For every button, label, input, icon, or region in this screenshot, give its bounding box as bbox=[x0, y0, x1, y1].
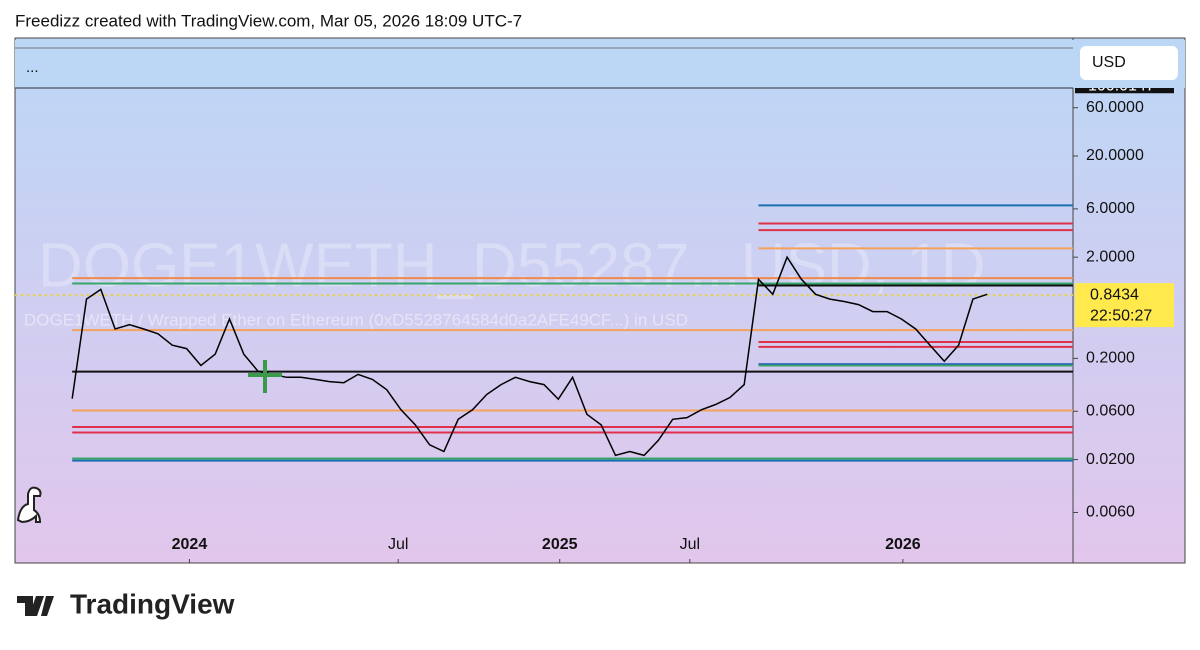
x-tick-label: Jul bbox=[388, 536, 408, 553]
last-price-label: 0.8434 bbox=[1090, 286, 1139, 303]
watermark-subtitle: DOGE1WETH / Wrapped Ether on Ethereum (0… bbox=[24, 310, 688, 329]
footer-text: TradingView bbox=[70, 588, 235, 619]
footer-logo: TradingView bbox=[17, 588, 235, 619]
drawing-marker bbox=[248, 360, 282, 393]
y-tick-label: 0.0200 bbox=[1086, 451, 1135, 468]
price-line bbox=[71, 255, 988, 457]
logo-icon bbox=[16, 486, 42, 524]
currency-label[interactable]: USD bbox=[1092, 54, 1126, 71]
x-tick-label: 2024 bbox=[172, 536, 208, 553]
header: Freedizz created with TradingView.com, M… bbox=[15, 11, 522, 30]
toolbar bbox=[15, 40, 1185, 88]
y-tick-label: 0.2000 bbox=[1086, 350, 1135, 367]
watermark: DOGE1WETH_D55287...USD, 1D bbox=[38, 231, 986, 300]
x-tick-label: 2026 bbox=[885, 536, 921, 553]
chart-frame bbox=[14, 37, 1186, 564]
y-tick-label: 2.0000 bbox=[1086, 248, 1135, 265]
plot bbox=[15, 204, 1073, 462]
y-tick-label: 6.0000 bbox=[1086, 200, 1135, 217]
y-tick-label: 0.0060 bbox=[1086, 504, 1135, 521]
currency-button[interactable] bbox=[1080, 46, 1178, 80]
countdown: 22:50:27 bbox=[1090, 307, 1152, 324]
y-tick-label: 20.0000 bbox=[1086, 147, 1144, 164]
menu-button[interactable]: ... bbox=[26, 59, 39, 76]
price-axis: 0.0060 0.0200 0.0600 0.2000 2.0000 6.0000 20.0… bbox=[172, 77, 1174, 563]
x-tick-label: Jul bbox=[680, 536, 700, 553]
y-tick-label: 0.0600 bbox=[1086, 402, 1135, 419]
last-price-box bbox=[1075, 283, 1174, 328]
x-tick-label: 2025 bbox=[542, 536, 578, 553]
y-tick-label: 60.0000 bbox=[1086, 99, 1144, 116]
